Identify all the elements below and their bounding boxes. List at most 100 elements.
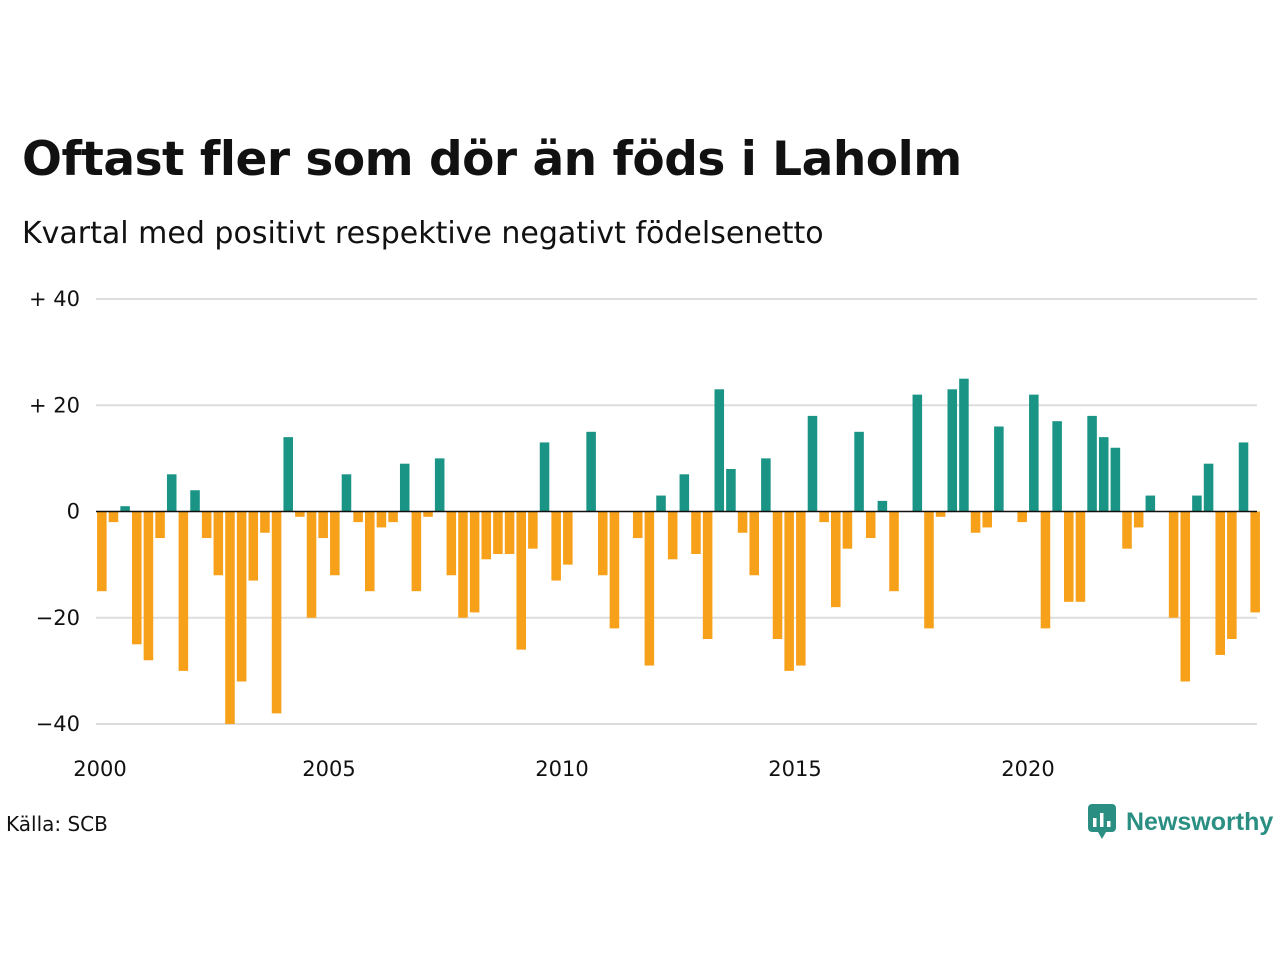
bar: [1227, 511, 1237, 639]
y-tick-label: 0: [67, 500, 80, 524]
bar: [679, 474, 690, 512]
bar: [330, 511, 340, 576]
bar: [1203, 463, 1214, 512]
bar: [889, 511, 899, 592]
chart-subtitle: Kvartal med positivt respektive negativt…: [22, 216, 824, 251]
bar: [749, 511, 759, 576]
bar: [632, 511, 643, 539]
bar: [528, 511, 538, 549]
x-tick-label: 2020: [1001, 757, 1054, 781]
bar: [714, 389, 725, 512]
bar: [155, 511, 165, 539]
bar: [1098, 437, 1109, 512]
bar: [341, 474, 352, 512]
bar: [761, 458, 771, 512]
newsworthy-logo-icon: [1088, 804, 1116, 839]
bar: [97, 511, 107, 592]
bar: [1075, 511, 1086, 602]
bar: [213, 511, 224, 576]
bar: [504, 511, 515, 554]
bar: [236, 511, 247, 682]
bar: [1110, 447, 1121, 512]
bar: [248, 511, 259, 581]
bar: [586, 431, 596, 512]
bar: [691, 511, 701, 554]
bar: [1238, 442, 1249, 512]
bar: [1087, 415, 1097, 512]
y-tick-label: −20: [36, 606, 80, 630]
bar: [1052, 421, 1062, 512]
bar: [737, 511, 748, 533]
bar: [982, 511, 992, 528]
bar: [970, 511, 981, 533]
bar: [190, 490, 200, 512]
bar: [388, 511, 398, 523]
bar: [423, 511, 433, 517]
bar: [516, 511, 526, 650]
bar: [1192, 495, 1202, 512]
bar: [831, 511, 841, 608]
bar: [877, 500, 888, 512]
bar: [796, 511, 806, 666]
x-tick-label: 2005: [302, 757, 355, 781]
bar: [120, 506, 130, 512]
x-tick-label: 2000: [73, 757, 126, 781]
bar: [353, 511, 363, 523]
bar: [469, 511, 480, 613]
bar: [726, 469, 736, 512]
bar: [1064, 511, 1074, 602]
brand-name: Newsworthy: [1126, 807, 1274, 836]
bar: [271, 511, 282, 714]
y-tick-label: + 20: [29, 393, 80, 417]
bar: [376, 511, 387, 528]
bar: [935, 511, 946, 517]
bar: [1180, 511, 1191, 682]
bar: [295, 511, 305, 517]
bar: [458, 511, 468, 618]
bar: [1133, 511, 1144, 528]
bar: [819, 511, 829, 523]
bar-chart: + 40 + 20 0 −20 −40 2000 2005 2010 2015 2020: [29, 287, 1260, 781]
bar: [702, 511, 713, 639]
bar: [1029, 394, 1039, 512]
bar: [563, 511, 573, 565]
y-tick-label: + 40: [29, 287, 80, 311]
bar: [807, 415, 818, 512]
bar: [598, 511, 608, 576]
newsworthy-logo: Newsworthy: [1088, 804, 1273, 840]
bar: [912, 394, 923, 512]
bar: [784, 511, 794, 671]
bar: [201, 511, 212, 539]
x-tick-label: 2010: [535, 757, 588, 781]
source-note: Källa: SCB: [6, 812, 108, 836]
bar: [1122, 511, 1132, 549]
bar: [947, 389, 958, 512]
bar: [493, 511, 503, 554]
bar: [854, 431, 864, 512]
bar: [365, 511, 375, 592]
bar: [132, 511, 142, 645]
bar: [260, 511, 270, 533]
bar: [924, 511, 934, 629]
bar: [1040, 511, 1051, 629]
bar: [609, 511, 620, 629]
bar: [667, 511, 678, 560]
bar: [178, 511, 189, 671]
y-tick-label: −40: [36, 712, 80, 736]
bar: [865, 511, 876, 539]
bar: [994, 426, 1004, 512]
bar: [1250, 511, 1260, 613]
bar: [644, 511, 655, 666]
x-tick-label: 2015: [768, 757, 821, 781]
bar: [551, 511, 561, 581]
bar: [1215, 511, 1225, 655]
bar: [283, 437, 293, 512]
bar: [481, 511, 492, 560]
chart-title: Oftast fler som dör än föds i Laholm: [22, 132, 962, 187]
bar: [842, 511, 853, 549]
bar: [434, 458, 445, 512]
bar: [959, 378, 969, 512]
bar: [446, 511, 457, 576]
bar: [1145, 495, 1156, 512]
bar: [539, 442, 550, 512]
